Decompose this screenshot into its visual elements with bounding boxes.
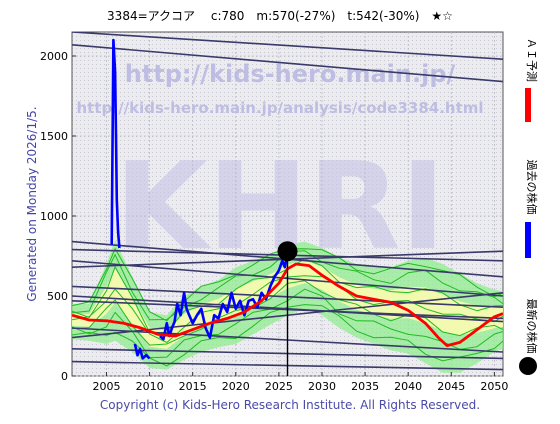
legend-latest-label: 最新の株価 (525, 299, 539, 354)
legend-history-label: 過去の株価 (525, 160, 539, 215)
legend-history-swatch (525, 222, 531, 258)
latest-price-marker (277, 241, 298, 262)
generated-date: Generated on Monday 2026/1/5. (25, 106, 39, 301)
axis-layer: 2005 2010 2015 2020 2025 2030 2035 2040 2045 2050… (40, 50, 508, 393)
x-tick-label: 2050 (480, 380, 508, 393)
y-tick-label: 1500 (40, 130, 68, 143)
x-tick-label: 2045 (437, 380, 465, 393)
x-tick-label: 2025 (265, 380, 293, 393)
history-line (110, 38, 121, 249)
y-tick-label: 500 (47, 290, 68, 303)
y-tick-label: 0 (61, 370, 68, 383)
x-tick-label: 2010 (136, 380, 164, 393)
marker-layer (277, 241, 298, 376)
x-tick-label: 2040 (394, 380, 422, 393)
trend-line (72, 44, 503, 83)
legend-ai-label: ＡＩ予測 (525, 38, 539, 82)
copyright-footer: Copyright (c) Kids-Hero Research Institu… (100, 398, 480, 412)
history-line (133, 343, 151, 360)
grid-layer (72, 32, 503, 377)
x-tick-label: 2020 (222, 380, 250, 393)
forecast-layer (72, 262, 503, 348)
trend-line (72, 32, 503, 60)
x-tick-label: 2030 (308, 380, 336, 393)
x-tick-label: 2015 (179, 380, 207, 393)
x-tick-label: 2035 (351, 380, 379, 393)
chart-title: 3384=アクコア c:780 m:570(-27%) t:542(-30%) … (107, 9, 453, 23)
legend-ai-swatch (525, 88, 531, 122)
legend-latest-swatch (519, 357, 537, 375)
watermark-url-analysis: http://kids-hero.main.jp/analysis/code33… (76, 99, 483, 117)
ai-forecast-line (72, 262, 503, 348)
x-tick-label: 2005 (92, 380, 120, 393)
y-tick-label: 1000 (40, 210, 68, 223)
legend: ＡＩ予測 過去の株価 最新の株価 (519, 38, 539, 375)
y-tick-label: 2000 (40, 50, 68, 63)
watermark-url-main: http://kids-hero.main.jp/ (125, 60, 456, 88)
